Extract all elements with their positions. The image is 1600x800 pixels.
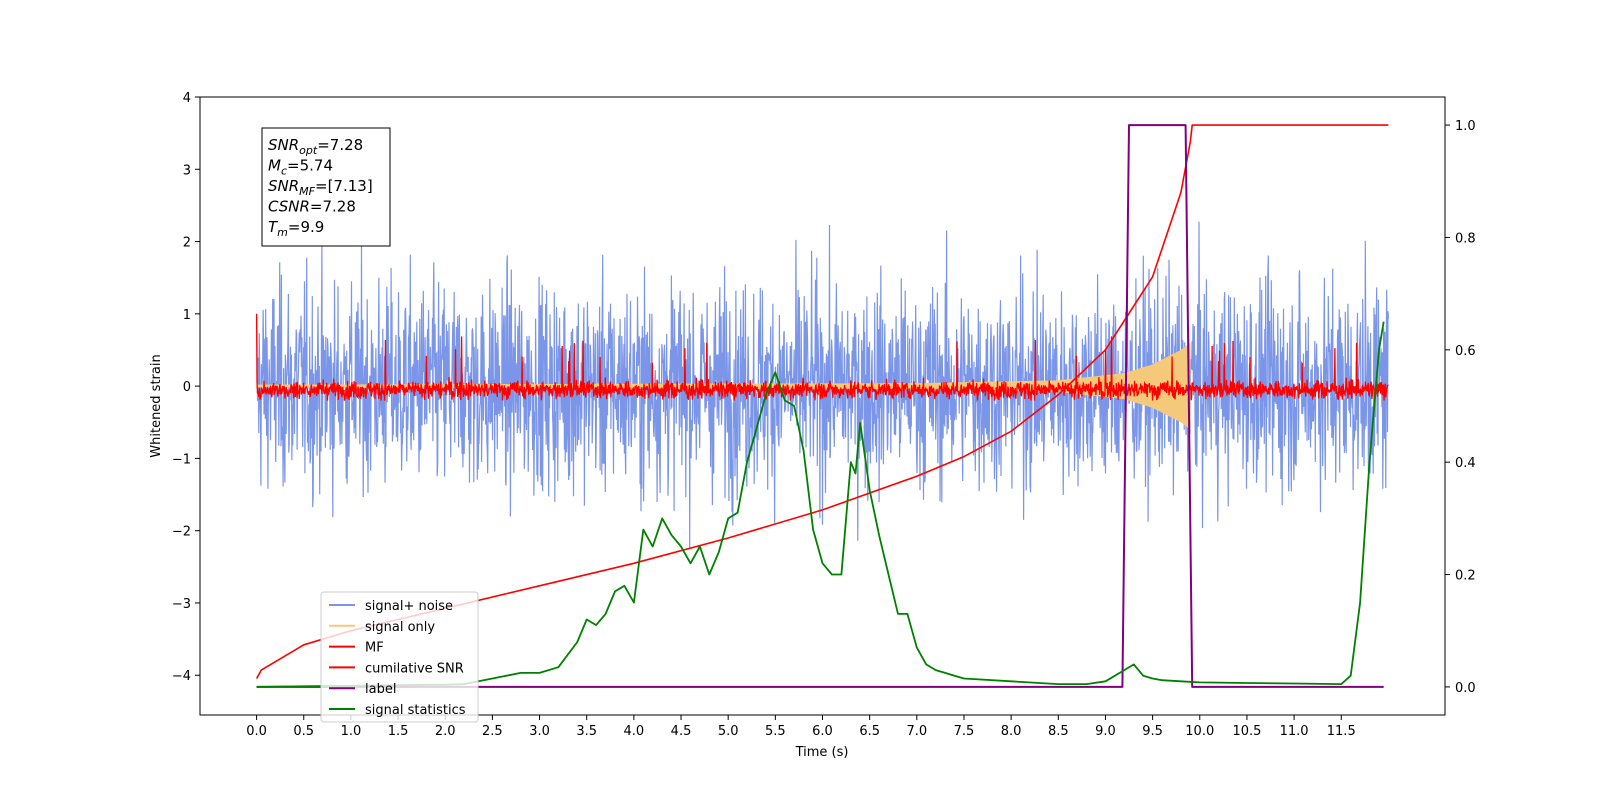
x-tick-label: 6.5 (859, 724, 880, 739)
y2-tick-label: 0.8 (1455, 231, 1476, 246)
x-tick-label: 11.0 (1280, 724, 1309, 739)
series-label (256, 124, 1384, 688)
series-signal-statistics (256, 321, 1385, 688)
y-tick-label: 3 (183, 163, 191, 178)
x-tick-label: 7.0 (906, 724, 927, 739)
legend-entry-label: signal statistics (365, 703, 466, 718)
x-tick-label: 3.5 (576, 724, 597, 739)
x-tick-label: 10.5 (1232, 724, 1261, 739)
series-mf (255, 313, 1389, 401)
y-axis-right: 1.0 0.8 0.6 0.4 0.2 0.0 (1445, 119, 1476, 696)
y-tick-label: −2 (172, 525, 191, 540)
x-tick-label: 5.5 (765, 724, 786, 739)
x-tick-label: 8.5 (1048, 724, 1069, 739)
y2-tick-label: 0.2 (1455, 569, 1476, 584)
legend: signal+ noise signal only MF cumilative SNR… (320, 591, 479, 723)
y-axis-left: 4 3 2 1 0 −1 −2 −3 −4 (172, 91, 200, 684)
x-tick-label: 6.0 (812, 724, 833, 739)
annotation-frame (261, 127, 391, 247)
y-tick-label: 2 (183, 236, 191, 251)
x-tick-label: 5.0 (718, 724, 739, 739)
y-tick-label: 4 (183, 91, 191, 106)
x-tick-label: 9.0 (1095, 724, 1116, 739)
x-tick-label: 0.5 (293, 724, 314, 739)
legend-entry-label: MF (365, 641, 384, 656)
x-tick-label: 3.0 (529, 724, 550, 739)
x-tick-label: 4.0 (624, 724, 645, 739)
x-axis: 0.0 0.5 1.0 1.5 2.0 2.5 3.0 3.5 4.0 4.5 5.0 5.5 6.0 6… (246, 715, 1356, 739)
x-tick-label: 1.5 (388, 724, 409, 739)
legend-entry-label: cumilative SNR (365, 661, 464, 676)
x-axis-label: Time (s) (795, 745, 849, 760)
legend-entry-label: signal only (365, 620, 435, 635)
y-tick-label: −4 (172, 669, 191, 684)
annotation-line: CSNR=7.28 (268, 198, 356, 216)
legend-entry-label: signal+ noise (365, 599, 453, 614)
series-signal-noise (256, 221, 1389, 549)
legend-frame (320, 591, 479, 723)
annotation-line: Mc=5.74 (268, 157, 333, 178)
y-axis-label: Whitened strain (149, 354, 164, 457)
y-tick-label: −1 (172, 452, 191, 467)
annotation-line: Tm=9.9 (268, 218, 324, 239)
x-tick-label: 11.5 (1327, 724, 1356, 739)
x-tick-label: 4.5 (671, 724, 692, 739)
x-tick-label: 2.0 (435, 724, 456, 739)
x-tick-label: 10.0 (1185, 724, 1214, 739)
annotation-line: SNRopt=7.28 (268, 136, 363, 157)
x-tick-label: 2.5 (482, 724, 503, 739)
x-tick-label: 7.5 (954, 724, 975, 739)
y2-tick-label: 0.6 (1455, 344, 1476, 359)
x-tick-label: 0.0 (246, 724, 267, 739)
x-tick-label: 8.0 (1001, 724, 1022, 739)
y-tick-label: 0 (183, 380, 191, 395)
x-tick-label: 9.5 (1142, 724, 1163, 739)
annotation-line: SNRMF=[7.13] (268, 177, 373, 198)
y2-tick-label: 0.0 (1455, 681, 1476, 696)
legend-entry-label: label (365, 682, 396, 697)
x-tick-label: 1.0 (341, 724, 362, 739)
y2-tick-label: 0.4 (1455, 456, 1476, 471)
y2-tick-label: 1.0 (1455, 119, 1476, 134)
y-tick-label: −3 (172, 597, 191, 612)
y-tick-label: 1 (183, 308, 191, 323)
